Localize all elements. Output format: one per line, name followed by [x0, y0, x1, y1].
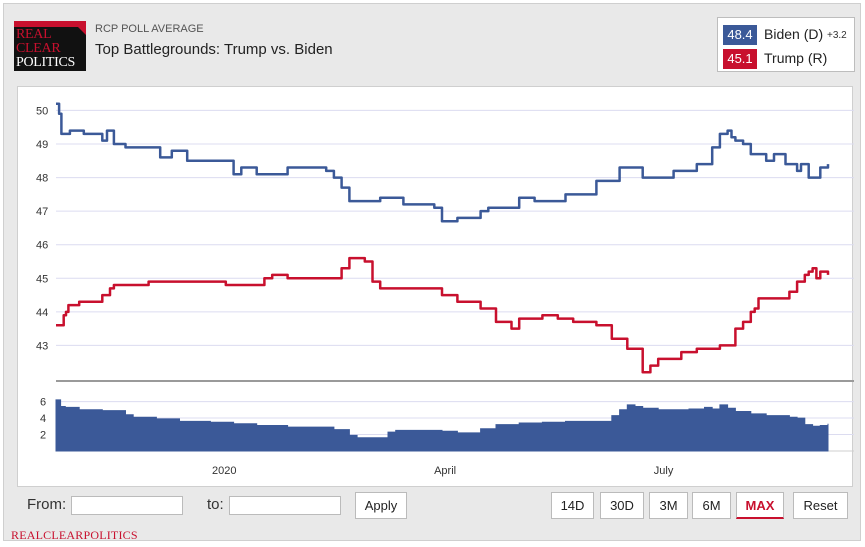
poll-average-subtitle: RCP POLL AVERAGE	[95, 23, 204, 35]
trump-line	[56, 256, 830, 374]
biden-spread: +3.2	[827, 30, 847, 41]
y-tick-label: 50	[36, 105, 48, 117]
footer-brand: REALCLEARPOLITICS	[11, 528, 138, 542]
y-tick-label: 47	[36, 206, 48, 218]
logo-bar	[14, 21, 86, 27]
y-tick-label: 46	[36, 240, 48, 252]
trump-value-badge: 45.1	[723, 49, 757, 69]
chart-widget: REAL CLEAR POLITICS RCP POLL AVERAGE Top…	[3, 3, 861, 542]
logo-line-2: CLEAR	[16, 41, 61, 56]
x-tick-label: April	[434, 465, 456, 477]
biden-label: Biden (D)	[764, 26, 824, 42]
range-3m-button[interactable]: 3M	[649, 492, 688, 519]
chart-title: Top Battlegrounds: Trump vs. Biden	[95, 41, 333, 58]
spread-tick-label: 4	[40, 413, 46, 425]
range-6m-button[interactable]: 6M	[692, 492, 731, 519]
legend: 48.4 Biden (D) +3.2 45.1 Trump (R)	[717, 17, 855, 72]
biden-value-badge: 48.4	[723, 25, 757, 45]
y-tick-label: 48	[36, 173, 48, 185]
to-date-input[interactable]	[229, 496, 341, 515]
trump-label: Trump (R)	[764, 50, 828, 66]
spread-tick-label: 2	[40, 430, 46, 442]
spread-area	[55, 399, 829, 452]
logo-line-3: POLITICS	[16, 55, 76, 70]
from-label: From:	[27, 496, 67, 513]
to-label: to:	[207, 496, 224, 513]
plot-area[interactable]: 43 44 45 46 47 48 49 50 2 4 6 2020 April July	[17, 86, 854, 488]
y-tick-label: 44	[36, 307, 48, 319]
range-max-button[interactable]: MAX	[736, 492, 784, 519]
logo-line-1: REAL	[16, 27, 52, 42]
reset-button[interactable]: Reset	[793, 492, 848, 519]
logo-flag	[72, 21, 86, 35]
y-tick-label: 43	[36, 340, 48, 352]
range-14d-button[interactable]: 14D	[551, 492, 594, 519]
from-date-input[interactable]	[71, 496, 183, 515]
x-tick-label: July	[654, 465, 674, 477]
y-tick-label: 49	[36, 139, 48, 151]
x-tick-label: 2020	[212, 465, 236, 477]
rcp-logo: REAL CLEAR POLITICS	[14, 21, 86, 71]
biden-line	[56, 102, 830, 223]
range-30d-button[interactable]: 30D	[600, 492, 644, 519]
spread-tick-label: 6	[40, 397, 46, 409]
y-tick-label: 45	[36, 273, 48, 285]
apply-button[interactable]: Apply	[355, 492, 407, 519]
range-controls: From: to: Apply 14D 30D 3M 6M MAX Reset	[17, 487, 853, 523]
